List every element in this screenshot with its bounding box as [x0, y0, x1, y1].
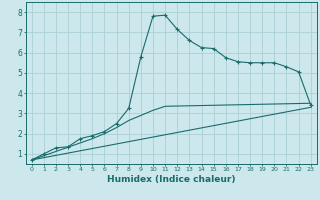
X-axis label: Humidex (Indice chaleur): Humidex (Indice chaleur) — [107, 175, 236, 184]
